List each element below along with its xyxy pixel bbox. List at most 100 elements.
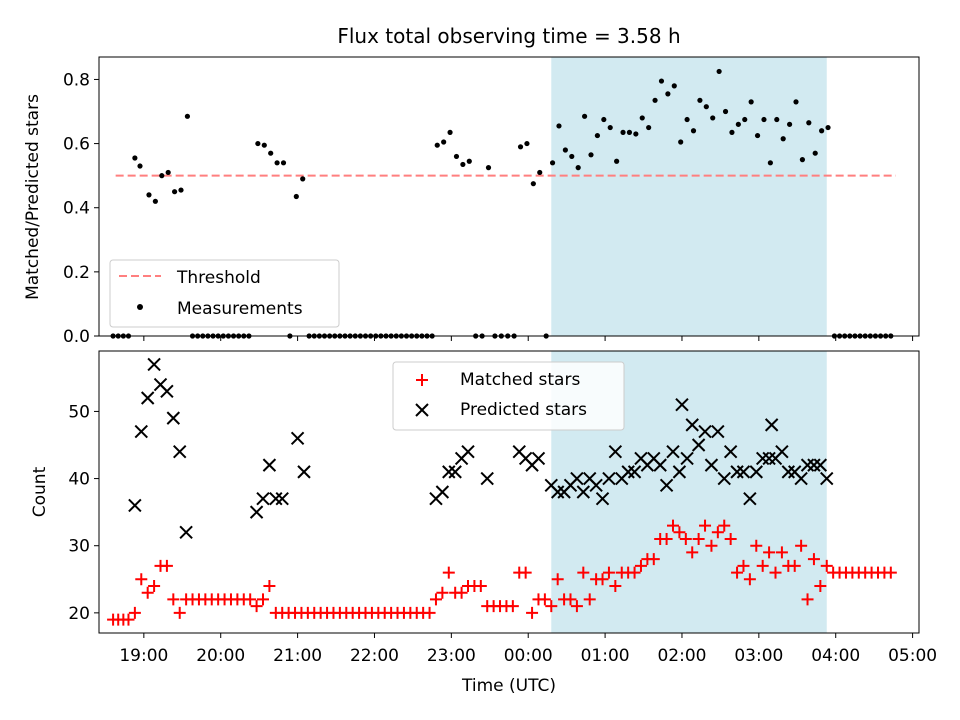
y-tick-label: 20	[68, 604, 90, 624]
matched-star-point	[570, 600, 583, 613]
matched-star-point	[250, 600, 263, 613]
measurement-point	[639, 115, 645, 121]
matched-star-point	[160, 559, 173, 572]
predicted-star-point	[781, 465, 796, 479]
measurement-point	[152, 198, 158, 204]
measurement-point	[453, 153, 460, 160]
matched-star-point	[795, 539, 808, 552]
predicted-stars-points	[128, 357, 834, 539]
measurement-point	[300, 176, 306, 182]
matched-star-point	[506, 600, 519, 613]
matched-star-point	[551, 573, 564, 586]
predicted-star-point	[762, 451, 776, 466]
y-tick-label: 40	[68, 470, 90, 490]
matched-star-point	[634, 559, 647, 572]
measurement-point	[646, 124, 652, 131]
matched-star-point	[763, 546, 776, 559]
measurement-point	[658, 78, 665, 84]
matched-star-point	[647, 553, 660, 566]
matched-star-point	[788, 559, 801, 572]
bottom-plot-frame	[98, 350, 920, 634]
predicted-star-point	[680, 451, 694, 466]
top-y-axis-label: Matched/Predicted stars	[23, 94, 43, 300]
measurement-point	[761, 116, 767, 123]
predicted-star-point	[807, 458, 821, 472]
predicted-star-point	[290, 431, 305, 445]
predicted-star-point	[147, 357, 161, 372]
predicted-star-point	[442, 465, 456, 479]
predicted-star-point	[764, 418, 779, 432]
matched-star-point	[263, 580, 276, 592]
measurement-point	[255, 140, 261, 147]
measurement-point	[652, 97, 658, 103]
top-shaded-region	[551, 57, 827, 336]
matched-star-point	[699, 519, 712, 532]
predicted-star-point	[589, 478, 603, 492]
predicted-star-point	[666, 445, 680, 459]
measurement-point	[812, 150, 818, 156]
measurement-point	[460, 161, 466, 168]
predicted-star-point	[800, 458, 815, 472]
predicted-star-point	[653, 458, 667, 472]
predicted-star-point	[297, 465, 311, 479]
legend-matched-label: Matched stars	[460, 370, 580, 390]
measurement-point	[793, 99, 799, 105]
y-tick-label: 0.6	[63, 135, 90, 155]
predicted-star-point	[256, 492, 270, 506]
predicted-star-point	[749, 465, 763, 479]
predicted-star-point	[480, 471, 494, 486]
matched-star-point	[596, 573, 609, 586]
measurement-point	[767, 160, 773, 166]
matched-star-point	[564, 593, 577, 606]
measurement-point	[678, 139, 684, 145]
predicted-star-point	[275, 492, 289, 506]
matched-star-point	[609, 580, 622, 592]
y-tick-label: 0.8	[63, 70, 90, 90]
measurement-point	[562, 147, 568, 153]
x-tick-label: 01:00	[581, 646, 630, 666]
measurement-point	[575, 165, 581, 171]
measurement-point	[537, 169, 543, 176]
matched-star-point	[731, 566, 744, 579]
legend-predicted-label: Predicted stars	[460, 400, 587, 420]
measurement-point	[132, 155, 138, 161]
matched-star-point	[442, 566, 455, 579]
matched-star-point	[679, 533, 692, 545]
measurement-point	[806, 120, 812, 126]
matched-star-point	[884, 566, 897, 579]
matched-star-point	[436, 586, 449, 599]
measurement-point	[703, 104, 709, 110]
top-legend: Threshold Measurements	[109, 259, 340, 328]
measurement-point	[774, 116, 780, 123]
predicted-star-point	[698, 424, 712, 439]
measurement-point	[594, 132, 601, 139]
measurement-point	[742, 116, 748, 123]
legend-threshold-label: Threshold	[176, 268, 261, 288]
measurement-point	[729, 129, 735, 135]
matched-star-point	[135, 573, 148, 586]
matched-star-point	[705, 539, 718, 552]
matched-star-point	[814, 580, 827, 592]
measurement-point	[441, 139, 447, 145]
predicted-star-point	[627, 465, 642, 479]
measurement-point	[819, 128, 825, 134]
measurement-point	[146, 192, 152, 198]
predicted-star-point	[602, 471, 616, 486]
measurement-point	[434, 142, 440, 148]
predicted-star-point	[675, 398, 689, 412]
measurement-point	[447, 129, 453, 135]
measurement-point	[517, 144, 524, 150]
predicted-star-point	[249, 505, 264, 519]
predicted-star-point	[775, 445, 789, 459]
matched-star-point	[455, 586, 468, 599]
matched-star-point	[257, 593, 269, 606]
matched-star-point	[756, 559, 769, 572]
x-tick-label: 00:00	[504, 646, 553, 666]
measurement-point	[159, 173, 165, 179]
matched-star-point	[429, 593, 442, 606]
x-tick-label: 04:00	[811, 646, 860, 666]
predicted-star-point	[691, 438, 706, 452]
predicted-star-point	[576, 485, 591, 499]
bottom-panel: 20 30 40 50 19:00 20:00 21:00 22:00 23:00 00:00 0…	[30, 350, 937, 696]
